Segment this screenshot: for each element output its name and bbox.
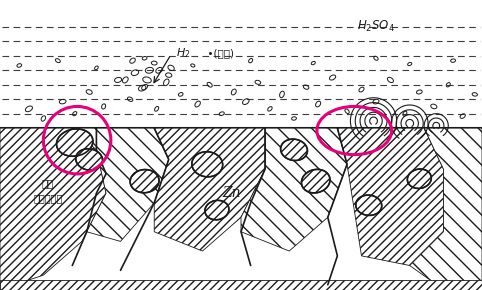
Ellipse shape [56,129,93,156]
Ellipse shape [205,200,229,220]
Text: H$_2$SO$_4$: H$_2$SO$_4$ [357,19,395,35]
Polygon shape [0,280,482,290]
Ellipse shape [356,195,382,215]
Ellipse shape [76,149,103,170]
Ellipse shape [281,139,308,161]
Polygon shape [241,128,347,251]
Polygon shape [72,128,169,241]
Ellipse shape [130,170,159,193]
Text: •(气泡): •(气泡) [201,48,234,58]
Ellipse shape [301,169,330,193]
Polygon shape [0,128,106,290]
Text: H$_2$: H$_2$ [176,46,190,60]
Text: Zn: Zn [222,186,241,200]
Polygon shape [410,128,482,290]
Polygon shape [154,128,265,251]
Ellipse shape [192,152,223,177]
Polygon shape [337,128,443,266]
Ellipse shape [407,169,431,188]
Text: 杂质: 杂质 [42,179,54,188]
Text: （夹杂物）: （夹杂物） [34,193,63,203]
